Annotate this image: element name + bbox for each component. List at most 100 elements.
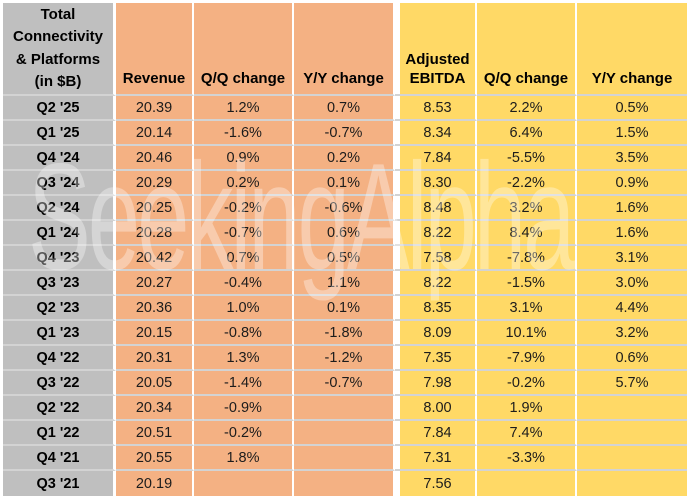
revenue-cell: 20.15: [116, 321, 194, 346]
ebitda-yy-cell: 5.7%: [577, 371, 687, 396]
ebitda-qq-cell: 10.1%: [477, 321, 577, 346]
ebitda-cell: 8.48: [400, 196, 477, 221]
ebitda-yy-cell: 0.9%: [577, 171, 687, 196]
ebitda-yy-cell: [577, 396, 687, 421]
ebitda-yy-cell: 3.2%: [577, 321, 687, 346]
revenue-cell: 20.42: [116, 246, 194, 271]
revenue-cell: 20.19: [116, 471, 194, 496]
quarter-label: Q4 '21: [3, 446, 116, 471]
quarter-label: Q1 '23: [3, 321, 116, 346]
revenue-yy-cell: -0.7%: [294, 121, 395, 146]
ebitda-qq-cell: 1.9%: [477, 396, 577, 421]
ebitda-qq-cell: -7.8%: [477, 246, 577, 271]
ebitda-yy-cell: 1.6%: [577, 221, 687, 246]
quarter-label: Q3 '21: [3, 471, 116, 496]
revenue-qq-cell: 0.7%: [194, 246, 294, 271]
revenue-yy-cell: [294, 421, 395, 446]
ebitda-cell: 7.58: [400, 246, 477, 271]
revenue-qq-cell: -0.7%: [194, 221, 294, 246]
ebitda-qq-cell: 7.4%: [477, 421, 577, 446]
revenue-qq-cell: 1.0%: [194, 296, 294, 321]
quarter-label: Q3 '23: [3, 271, 116, 296]
section-gap: [395, 271, 400, 296]
revenue-yy-cell: -0.6%: [294, 196, 395, 221]
ebitda-yy-cell: 1.5%: [577, 121, 687, 146]
section-gap: [395, 396, 400, 421]
section-gap: [395, 146, 400, 171]
ebitda-yy-cell: 0.5%: [577, 96, 687, 121]
revenue-cell: 20.39: [116, 96, 194, 121]
revenue-yy-cell: -0.7%: [294, 371, 395, 396]
ebitda-qq-cell: 6.4%: [477, 121, 577, 146]
revenue-yy-cell: [294, 471, 395, 496]
revenue-cell: 20.14: [116, 121, 194, 146]
ebitda-yy-cell: [577, 471, 687, 496]
revenue-qq-cell: 0.2%: [194, 171, 294, 196]
revenue-qq-cell: 1.8%: [194, 446, 294, 471]
revenue-qq-cell: -0.2%: [194, 196, 294, 221]
revenue-yy-cell: [294, 446, 395, 471]
ebitda-cell: 7.84: [400, 421, 477, 446]
revenue-qq-cell: 0.9%: [194, 146, 294, 171]
quarter-label: Q2 '22: [3, 396, 116, 421]
revenue-cell: 20.51: [116, 421, 194, 446]
ebitda-cell: 7.35: [400, 346, 477, 371]
revenue-cell: 20.36: [116, 296, 194, 321]
revenue-yy-cell: 0.1%: [294, 296, 395, 321]
revenue-qq-cell: -1.4%: [194, 371, 294, 396]
ebitda-qq-cell: 8.4%: [477, 221, 577, 246]
revenue-yy-cell: 1.1%: [294, 271, 395, 296]
revenue-cell: 20.46: [116, 146, 194, 171]
quarter-label: Q3 '24: [3, 171, 116, 196]
revenue-qq-cell: -0.2%: [194, 421, 294, 446]
quarter-label: Q2 '24: [3, 196, 116, 221]
revenue-qq-cell: 1.3%: [194, 346, 294, 371]
revenue-yy-cell: 0.6%: [294, 221, 395, 246]
section-gap: [395, 471, 400, 496]
revenue-cell: 20.05: [116, 371, 194, 396]
ebitda-cell: 7.56: [400, 471, 477, 496]
quarter-label: Q2 '23: [3, 296, 116, 321]
ebitda-qq-cell: -0.2%: [477, 371, 577, 396]
section-gap: [395, 96, 400, 121]
revenue-qq-cell: [194, 471, 294, 496]
revenue-yy-cell: 0.2%: [294, 146, 395, 171]
ebitda-cell: 8.53: [400, 96, 477, 121]
section-gap: [395, 171, 400, 196]
revenue-qq-header: Q/Q change: [194, 3, 294, 96]
revenue-header: Revenue: [116, 3, 194, 96]
revenue-qq-cell: -1.6%: [194, 121, 294, 146]
ebitda-yy-cell: 3.1%: [577, 246, 687, 271]
ebitda-cell: 8.22: [400, 271, 477, 296]
ebitda-yy-header: Y/Y change: [577, 3, 687, 96]
header-section-gap: [395, 3, 400, 96]
ebitda-cell: 8.22: [400, 221, 477, 246]
revenue-yy-cell: 0.5%: [294, 246, 395, 271]
section-gap: [395, 296, 400, 321]
section-gap: [395, 421, 400, 446]
ebitda-qq-cell: 2.2%: [477, 96, 577, 121]
ebitda-qq-cell: -2.2%: [477, 171, 577, 196]
quarter-label: Q1 '22: [3, 421, 116, 446]
ebitda-qq-cell: [477, 471, 577, 496]
quarter-label: Q1 '25: [3, 121, 116, 146]
quarter-label: Q3 '22: [3, 371, 116, 396]
ebitda-cell: 8.34: [400, 121, 477, 146]
revenue-qq-cell: -0.8%: [194, 321, 294, 346]
ebitda-cell: 8.30: [400, 171, 477, 196]
ebitda-yy-cell: [577, 446, 687, 471]
quarter-label: Q4 '23: [3, 246, 116, 271]
quarter-label: Q4 '22: [3, 346, 116, 371]
revenue-qq-cell: -0.4%: [194, 271, 294, 296]
ebitda-qq-cell: -3.3%: [477, 446, 577, 471]
revenue-yy-cell: 0.1%: [294, 171, 395, 196]
section-gap: [395, 221, 400, 246]
table-grid: Total Connectivity & Platforms (in $B) R…: [3, 3, 687, 496]
revenue-cell: 20.31: [116, 346, 194, 371]
ebitda-qq-cell: -1.5%: [477, 271, 577, 296]
ebitda-qq-cell: 3.2%: [477, 196, 577, 221]
ebitda-cell: 8.09: [400, 321, 477, 346]
ebitda-cell: 8.35: [400, 296, 477, 321]
revenue-yy-cell: -1.2%: [294, 346, 395, 371]
